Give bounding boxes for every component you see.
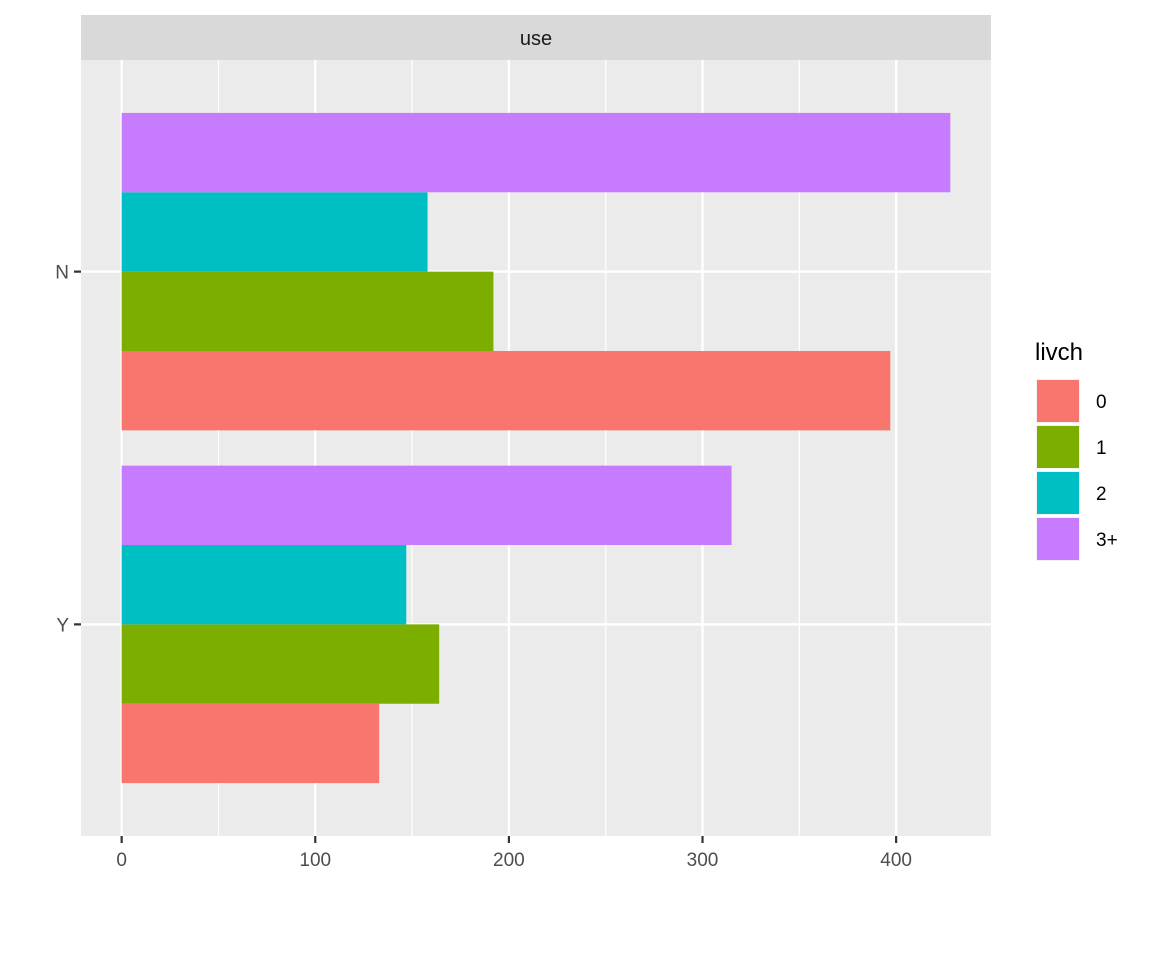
legend-swatch-3+ <box>1037 518 1079 560</box>
strip-background <box>81 15 991 60</box>
legend-title: livch <box>1035 339 1083 366</box>
bar-N-3+ <box>121 112 951 193</box>
x-tick-label: 400 <box>880 850 912 871</box>
y-tick-label: N <box>55 263 69 284</box>
legend-label: 3+ <box>1096 530 1118 551</box>
bar-N-1 <box>121 271 494 351</box>
facet-strip-label: use <box>520 28 552 50</box>
legend: livch 0 1 2 3+ <box>1035 339 1118 561</box>
legend-label: 0 <box>1096 392 1107 413</box>
legend-label: 1 <box>1096 438 1107 459</box>
legend-swatch-2 <box>1037 472 1079 514</box>
bar-N-0 <box>121 351 891 431</box>
y-tick-label: Y <box>56 615 69 636</box>
legend-swatch-0 <box>1037 380 1079 422</box>
y-axis: NY <box>55 263 81 636</box>
x-tick-label: 300 <box>687 850 719 871</box>
legend-swatch-1 <box>1037 426 1079 468</box>
bar-Y-1 <box>121 624 440 704</box>
bars <box>121 112 951 784</box>
x-tick-label: 100 <box>299 850 331 871</box>
bar-N-2 <box>121 192 428 272</box>
legend-label: 2 <box>1096 484 1107 505</box>
bar-Y-0 <box>121 703 380 784</box>
x-axis: 0 100 200 300 400 <box>116 836 912 871</box>
bar-Y-2 <box>121 545 407 625</box>
x-tick-label: 0 <box>116 850 127 871</box>
x-tick-label: 200 <box>493 850 525 871</box>
bar-Y-3+ <box>121 465 732 545</box>
